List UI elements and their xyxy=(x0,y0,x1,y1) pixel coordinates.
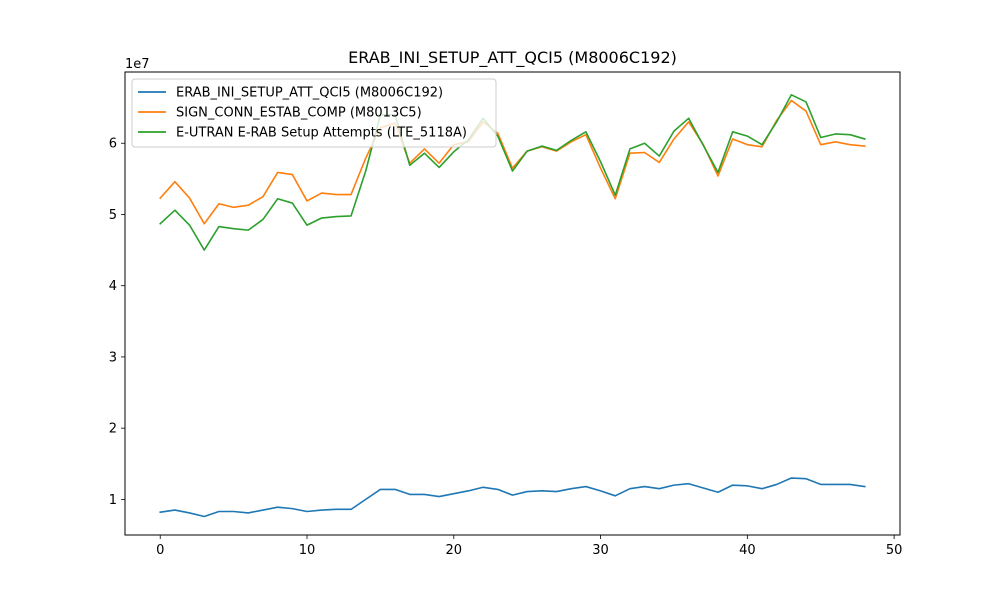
legend-label-2: SIGN_CONN_ESTAB_COMP (M8013C5) xyxy=(176,106,422,121)
series-layer xyxy=(159,93,866,518)
y-tick-label: 5 xyxy=(109,208,117,223)
legend-label-1: ERAB_INI_SETUP_ATT_QCI5 (M8006C192) xyxy=(176,86,443,101)
chart-title: ERAB_INI_SETUP_ATT_QCI5 (M8006C192) xyxy=(348,48,677,68)
y-tick-label: 6 xyxy=(109,137,117,152)
x-tick-label: 20 xyxy=(446,543,463,558)
series-line-2 xyxy=(159,99,866,225)
legend: ERAB_INI_SETUP_ATT_QCI5 (M8006C192) SIGN_… xyxy=(131,78,497,148)
y-tick-label: 1 xyxy=(109,493,117,508)
y-tick-label: 2 xyxy=(109,422,117,437)
y-tick-label: 4 xyxy=(109,279,117,294)
x-tick-label: 10 xyxy=(299,543,316,558)
plot-frame xyxy=(124,71,901,536)
x-tick-label: 40 xyxy=(739,543,756,558)
x-tick-label: 50 xyxy=(886,543,903,558)
legend-label-3: E-UTRAN E-RAB Setup Attempts (LTE_5118A) xyxy=(176,126,467,141)
series-line-1 xyxy=(159,477,866,518)
y-tick-label: 3 xyxy=(109,350,117,365)
x-tick-label: 0 xyxy=(156,543,164,558)
ticks-layer: 0 10 20 30 40 50 1 2 3 4 5 6 xyxy=(109,137,903,558)
y-scale-label: 1e7 xyxy=(125,57,150,72)
x-tick-label: 30 xyxy=(592,543,609,558)
series-line-3 xyxy=(159,93,866,251)
legend-box xyxy=(131,78,497,148)
